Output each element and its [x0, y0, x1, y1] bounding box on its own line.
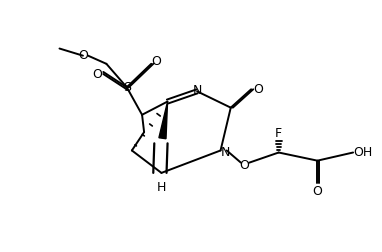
Text: F: F [275, 127, 282, 140]
Text: S: S [123, 81, 131, 94]
Text: O: O [78, 49, 88, 62]
Text: OH: OH [354, 146, 373, 159]
Text: O: O [239, 159, 249, 172]
Text: H: H [157, 181, 166, 194]
Polygon shape [159, 102, 168, 139]
Text: N: N [221, 146, 230, 159]
Text: O: O [92, 68, 102, 80]
Text: O: O [312, 185, 322, 198]
Text: O: O [151, 55, 161, 68]
Text: O: O [253, 83, 263, 96]
Text: N: N [193, 84, 202, 97]
